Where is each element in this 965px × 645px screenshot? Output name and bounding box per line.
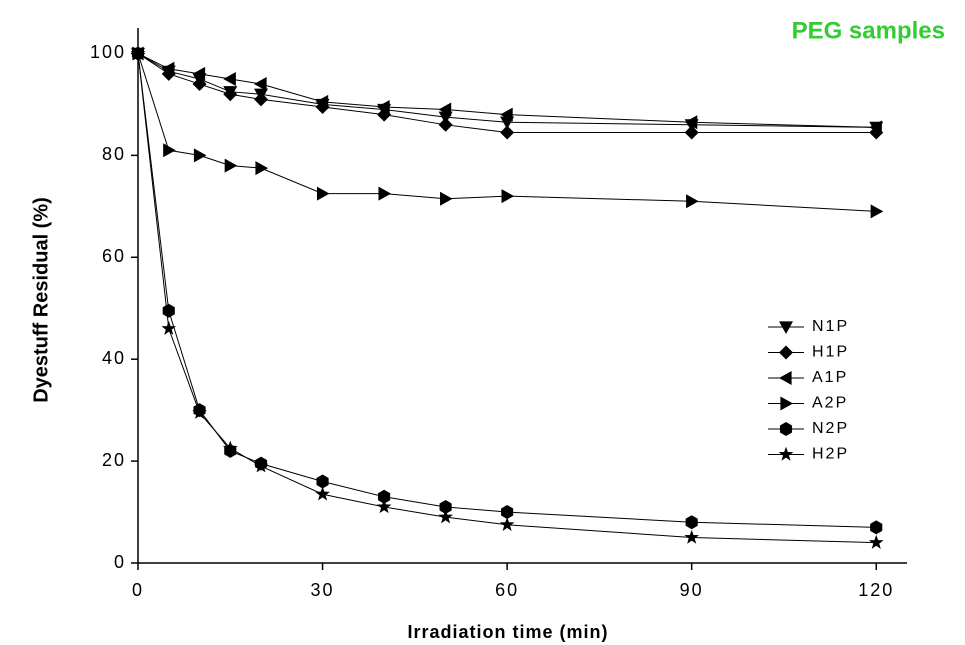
point [377, 99, 390, 114]
x-tick-label: 120 [858, 580, 894, 600]
legend-label: A1P [812, 369, 848, 386]
legend-label: A2P [812, 395, 848, 412]
point [500, 125, 515, 140]
point [315, 486, 330, 501]
legend-label: H2P [812, 446, 849, 463]
point [870, 520, 883, 535]
point [501, 505, 514, 520]
legend-marker [779, 321, 793, 334]
point [501, 189, 515, 204]
point [193, 148, 207, 163]
point [500, 107, 513, 122]
point [439, 499, 452, 514]
point [222, 440, 238, 455]
point [438, 509, 453, 524]
point [316, 186, 330, 201]
y-tick-label: 0 [114, 552, 126, 572]
y-axis-label: Dyestuff Residual (%) [30, 197, 52, 403]
x-tick-label: 0 [132, 580, 144, 600]
legend-label: N1P [812, 318, 849, 335]
point [224, 158, 238, 173]
x-axis-label: Irradiation time (min) [407, 622, 608, 642]
point [438, 102, 452, 117]
y-tick-label: 60 [102, 246, 126, 266]
chart-title: PEG samples [792, 17, 945, 44]
point [223, 87, 238, 102]
point [162, 303, 175, 318]
point [870, 204, 884, 219]
point [378, 186, 392, 201]
point [684, 115, 698, 130]
legend-label: H1P [812, 344, 849, 361]
point [253, 458, 269, 473]
point [161, 320, 177, 335]
point [192, 77, 207, 92]
legend-label: N2P [812, 420, 849, 437]
x-tick-label: 60 [495, 580, 519, 600]
point [376, 499, 392, 514]
legend-marker [779, 422, 793, 436]
point [130, 45, 146, 60]
point [255, 161, 269, 176]
point [438, 117, 453, 132]
point [254, 77, 267, 92]
point [315, 94, 329, 109]
x-tick-label: 90 [680, 580, 704, 600]
point [869, 120, 882, 135]
point [868, 534, 884, 549]
legend-marker [778, 446, 794, 461]
y-tick-label: 80 [102, 144, 126, 164]
point [684, 125, 699, 140]
point [499, 517, 515, 532]
point [686, 194, 699, 209]
legend-marker [779, 345, 793, 360]
legend-marker [779, 371, 792, 385]
point [685, 515, 698, 530]
point [378, 489, 391, 504]
y-tick-label: 100 [90, 42, 126, 62]
x-tick-label: 30 [311, 580, 335, 600]
y-tick-label: 40 [102, 348, 126, 368]
point [254, 92, 269, 107]
point [161, 61, 175, 76]
point [223, 71, 236, 86]
y-tick-label: 20 [102, 450, 126, 470]
point [192, 404, 207, 419]
point [684, 529, 700, 544]
legend-marker [780, 396, 793, 411]
point [316, 474, 329, 489]
point [163, 143, 176, 158]
point [440, 191, 453, 206]
point [192, 66, 206, 81]
